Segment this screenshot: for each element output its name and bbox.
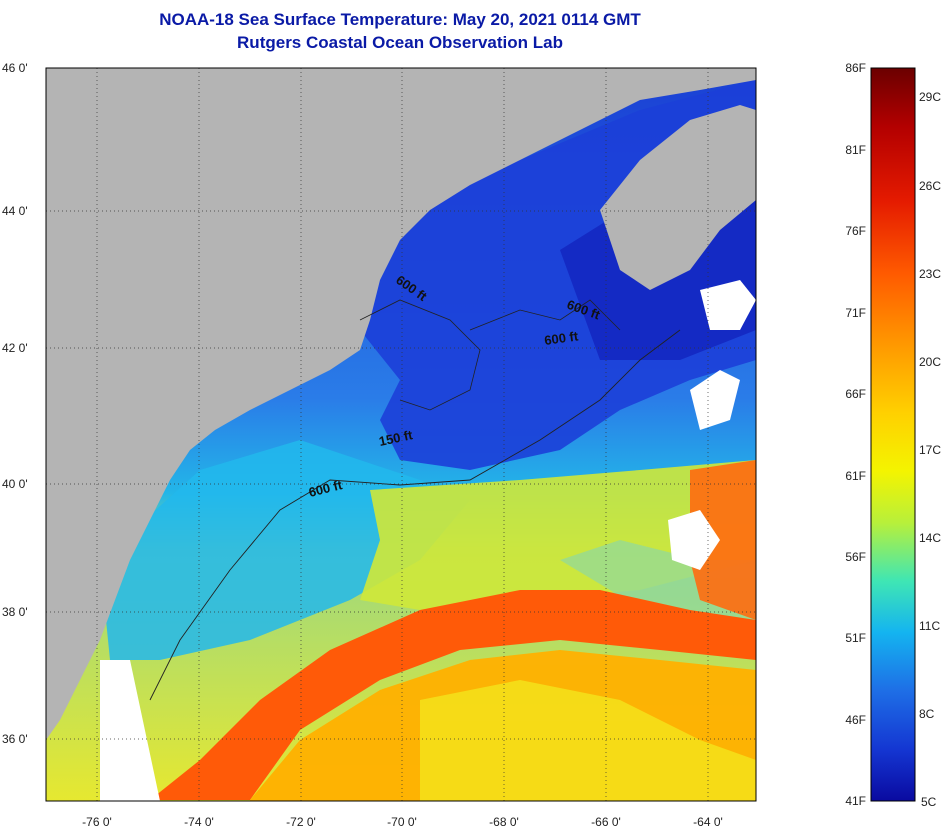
colorbar-f-label: 66F	[845, 387, 866, 401]
colorbar-f-label: 81F	[845, 143, 866, 157]
title-line-2: Rutgers Coastal Ocean Observation Lab	[237, 33, 563, 52]
colorbar-c-label: 17C	[919, 443, 941, 457]
lon-tick-label: -72 0'	[286, 815, 316, 829]
lon-axis: -76 0' -74 0' -72 0' -70 0' -68 0' -66 0…	[82, 815, 723, 829]
colorbar-c-label: 20C	[919, 355, 941, 369]
colorbar-f-label: 86F	[845, 61, 866, 75]
colorbar-f-label: 41F	[845, 794, 866, 808]
missing-data-wedge	[100, 660, 160, 801]
colorbar-c-label: 5C	[921, 795, 937, 809]
lat-tick-label: 46 0'	[2, 61, 28, 75]
lat-axis: 46 0' 44 0' 42 0' 40 0' 38 0' 36 0'	[2, 61, 28, 746]
colorbar-f-label: 71F	[845, 306, 866, 320]
colorbar-f-label: 76F	[845, 224, 866, 238]
contour-label: 150 ft	[378, 427, 415, 449]
land-nova-scotia	[600, 105, 756, 290]
colorbar-c-label: 26C	[919, 179, 941, 193]
colorbar-c-label: 14C	[919, 531, 941, 545]
lat-tick-label: 40 0'	[2, 477, 28, 491]
colorbar-c-labels: 29C 26C 23C 20C 17C 14C 11C 8C 5C	[919, 90, 941, 809]
contour-150ft	[359, 299, 481, 411]
warm-streamer	[690, 460, 756, 620]
colorbar-c-label: 8C	[919, 707, 935, 721]
map-area	[46, 68, 756, 801]
colorbar-c-label: 11C	[919, 619, 940, 633]
lon-tick-label: -70 0'	[387, 815, 417, 829]
lon-tick-label: -68 0'	[489, 815, 519, 829]
colorbar-c-label: 23C	[919, 267, 941, 281]
cloud-gap	[668, 510, 720, 570]
lon-tick-label: -66 0'	[591, 815, 621, 829]
sargasso-yellow	[420, 680, 756, 801]
lon-tick-label: -76 0'	[82, 815, 112, 829]
map-frame	[45, 67, 757, 802]
colorbar-f-labels: 86F 81F 76F 71F 66F 61F 56F 51F 46F 41F	[845, 61, 866, 808]
colorbar-f-label: 51F	[845, 631, 866, 645]
colorbar-c-label: 29C	[919, 90, 941, 104]
contour-600ft-shelf	[149, 329, 681, 701]
lat-tick-label: 44 0'	[2, 204, 28, 218]
cloud-gap	[700, 280, 756, 330]
lat-tick-label: 38 0'	[2, 605, 28, 619]
lon-tick-label: -74 0'	[184, 815, 214, 829]
land-north-america	[46, 68, 756, 740]
lon-tick-label: -64 0'	[693, 815, 723, 829]
colorbar-ramp	[870, 67, 916, 802]
title-line-1: NOAA-18 Sea Surface Temperature: May 20,…	[159, 10, 641, 29]
contour-label: 600 ft	[543, 328, 579, 348]
contour-600ft-gulf	[469, 299, 621, 331]
colorbar: 86F 81F 76F 71F 66F 61F 56F 51F 46F 41F …	[845, 61, 941, 809]
colorbar-f-label: 46F	[845, 713, 866, 727]
lat-tick-label: 42 0'	[2, 341, 28, 355]
lat-tick-label: 36 0'	[2, 732, 28, 746]
colorbar-f-label: 56F	[845, 550, 866, 564]
cloud-gap	[690, 370, 740, 430]
gulf-stream-core	[150, 590, 756, 800]
colorbar-f-label: 61F	[845, 469, 866, 483]
